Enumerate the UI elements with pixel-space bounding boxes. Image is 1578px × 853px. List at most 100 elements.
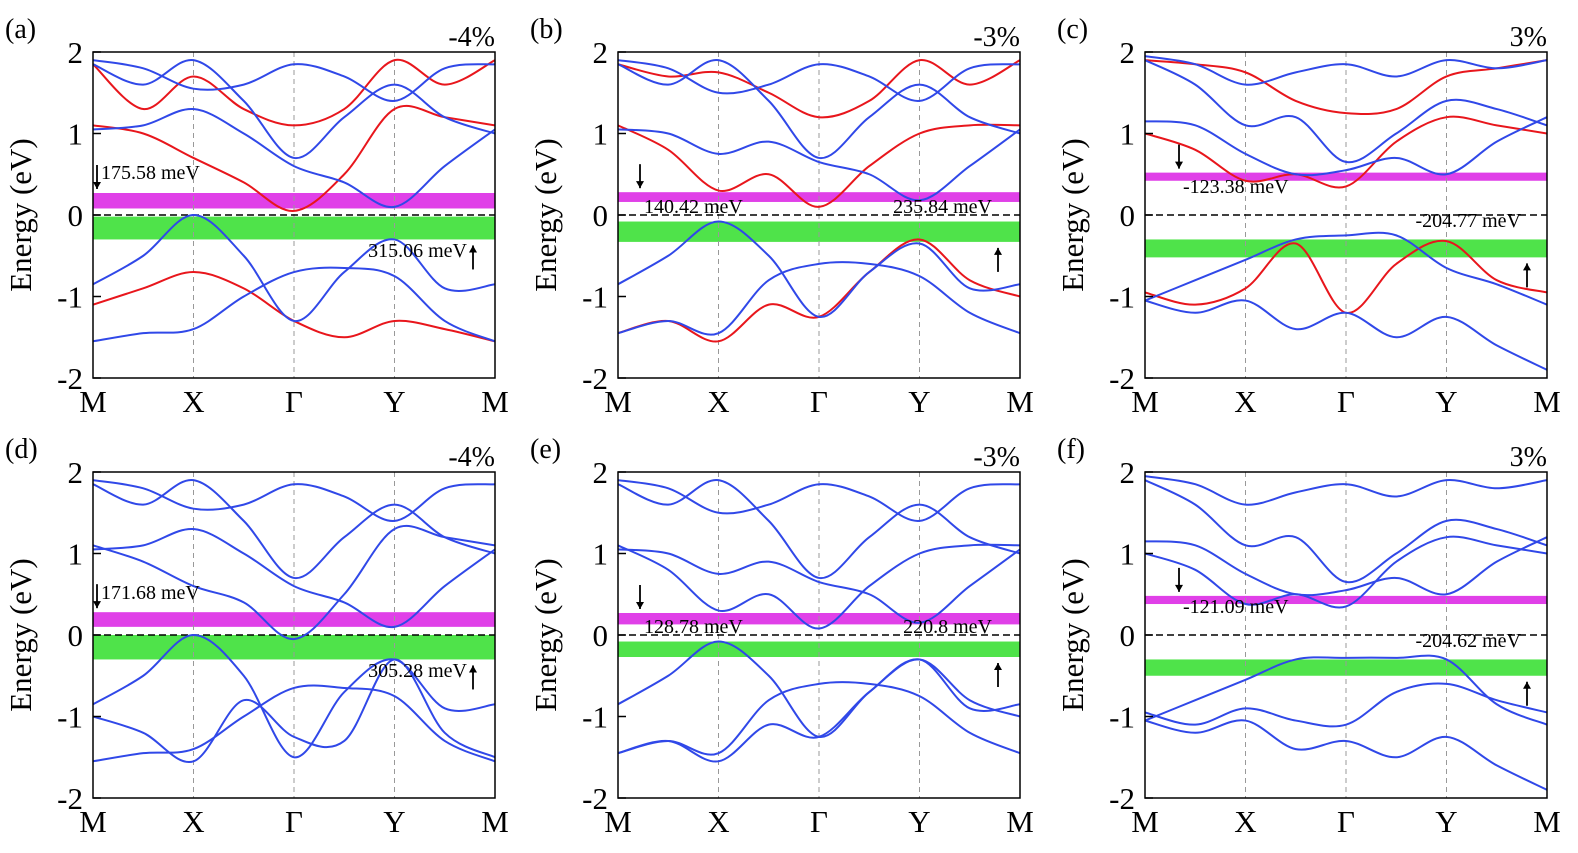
x-tick-label: Y <box>1435 384 1457 419</box>
x-tick-label: Γ <box>285 804 303 839</box>
gap-annotation: 315.06 meV <box>368 240 467 262</box>
plot-area <box>618 52 1020 378</box>
y-axis-label: Energy (eV) <box>1055 558 1090 712</box>
band-line <box>1145 682 1547 728</box>
y-tick-label: 2 <box>593 455 609 490</box>
strain-label: -3% <box>973 22 1020 53</box>
y-tick-label: -2 <box>57 781 83 816</box>
y-tick-label: 0 <box>68 618 84 653</box>
band-line <box>618 548 1020 624</box>
y-tick-label: -2 <box>582 361 608 396</box>
band-line <box>93 684 495 763</box>
arrow-head <box>994 247 1002 255</box>
gap-annotation: 235.84 meV <box>893 196 992 218</box>
y-tick-label: 2 <box>593 35 609 70</box>
y-tick-label: 1 <box>593 117 609 152</box>
x-tick-label: X <box>707 384 729 419</box>
x-tick-label: M <box>1006 384 1034 419</box>
y-axis-label: Energy (eV) <box>3 138 38 292</box>
band-line <box>1145 535 1547 609</box>
band-line <box>1145 479 1547 584</box>
x-tick-label: M <box>1131 804 1159 839</box>
x-tick-label: Y <box>383 804 405 839</box>
band-line <box>93 213 495 322</box>
y-tick-label: 0 <box>68 198 84 233</box>
y-tick-label: 1 <box>593 537 609 572</box>
gap-annotation: 220.8 meV <box>903 616 992 638</box>
band-line <box>618 59 1020 159</box>
gap-annotation: -204.62 meV <box>1415 630 1521 652</box>
band-line <box>1145 55 1547 86</box>
y-tick-label: 0 <box>593 198 609 233</box>
band-line <box>618 59 1020 102</box>
band-line <box>93 108 495 208</box>
plot-area <box>1145 52 1547 378</box>
x-tick-label: Γ <box>285 384 303 419</box>
strain-label: -3% <box>973 442 1020 473</box>
strain-label: 3% <box>1510 442 1547 473</box>
y-axis-label: Energy (eV) <box>1055 138 1090 292</box>
plot-frame <box>617 471 1021 799</box>
arrow-head <box>1523 681 1531 689</box>
band-line <box>618 658 1020 763</box>
band-line <box>93 104 495 212</box>
band-line <box>618 681 1020 756</box>
band-line <box>1145 299 1547 371</box>
plot-frame <box>1144 471 1548 799</box>
x-tick-label: M <box>604 384 632 419</box>
band-line <box>1145 115 1547 189</box>
x-tick-label: M <box>79 804 107 839</box>
y-tick-label: 1 <box>68 117 84 152</box>
arrow-head <box>994 663 1002 671</box>
plot-area <box>618 472 1020 798</box>
strain-label: -4% <box>448 22 495 53</box>
y-tick-label: 1 <box>1120 117 1136 152</box>
y-tick-label: -1 <box>1109 280 1135 315</box>
x-tick-label: Y <box>908 804 930 839</box>
gap-annotation: 305.28 meV <box>368 660 467 682</box>
y-tick-label: -1 <box>57 700 83 735</box>
y-tick-label: -1 <box>582 280 608 315</box>
y-tick-label: -1 <box>582 700 608 735</box>
x-tick-label: X <box>1234 384 1256 419</box>
x-tick-label: M <box>1533 804 1561 839</box>
band-line <box>618 123 1020 208</box>
x-tick-label: X <box>182 804 204 839</box>
x-tick-label: Y <box>908 384 930 419</box>
y-tick-label: -2 <box>582 781 608 816</box>
arrow-head <box>1175 584 1183 592</box>
x-tick-label: M <box>1006 804 1034 839</box>
x-tick-label: Γ <box>1337 804 1355 839</box>
y-tick-label: 1 <box>1120 537 1136 572</box>
plot-frame <box>92 471 496 799</box>
x-tick-label: X <box>182 384 204 419</box>
y-tick-label: -1 <box>57 280 83 315</box>
band-line <box>618 543 1020 630</box>
band-line <box>618 479 1020 579</box>
arrow-head <box>93 181 101 189</box>
y-tick-label: -2 <box>1109 781 1135 816</box>
x-tick-label: Γ <box>1337 384 1355 419</box>
gap-annotation: 140.42 meV <box>644 196 743 218</box>
y-tick-label: 2 <box>68 35 84 70</box>
arrow-head <box>1175 161 1183 169</box>
panel-label: (b) <box>530 14 563 45</box>
strain-label: 3% <box>1510 22 1547 53</box>
y-tick-label: 0 <box>593 618 609 653</box>
y-tick-label: 2 <box>68 455 84 490</box>
arrow-head <box>636 601 644 609</box>
x-tick-label: Γ <box>810 804 828 839</box>
x-tick-label: M <box>481 384 509 419</box>
x-tick-label: M <box>1131 384 1159 419</box>
plot-area <box>93 52 495 378</box>
y-axis-label: Energy (eV) <box>3 558 38 712</box>
x-tick-label: M <box>481 804 509 839</box>
band-line <box>93 59 495 102</box>
x-tick-label: M <box>79 384 107 419</box>
y-tick-label: -2 <box>57 361 83 396</box>
band-line <box>1145 59 1547 116</box>
x-tick-label: Y <box>383 384 405 419</box>
